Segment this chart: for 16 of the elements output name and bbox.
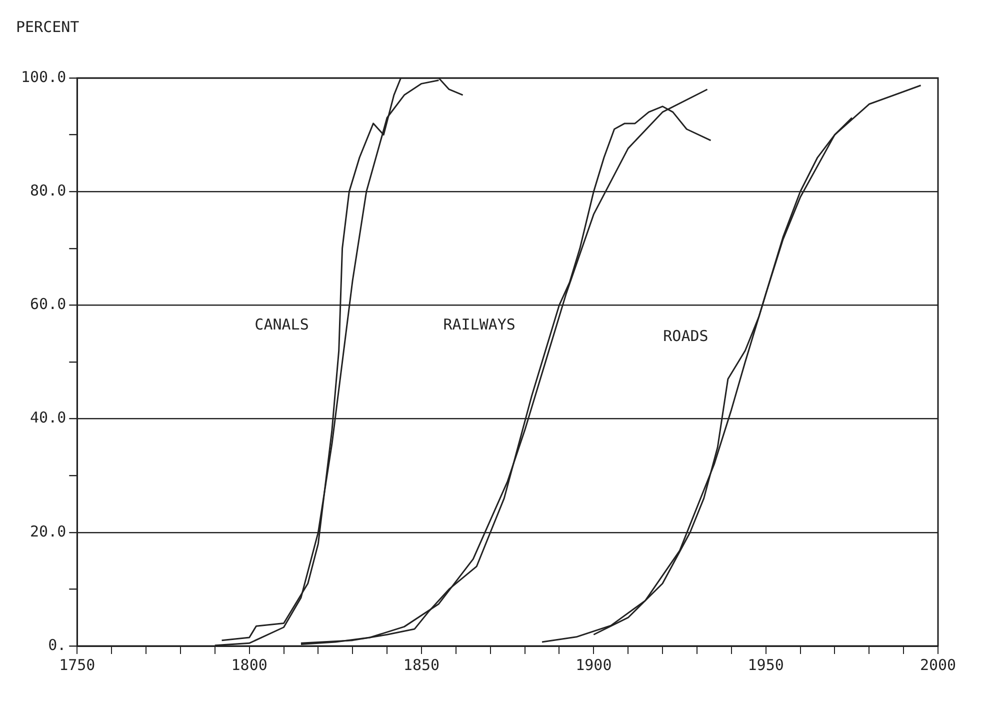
text: CANALS xyxy=(254,316,309,334)
x-tick-label: 1950 xyxy=(748,656,784,674)
y-tick-label: 40.0 xyxy=(30,408,66,427)
y-tick-label: 60.0 xyxy=(30,295,66,314)
y-tick-label: 0. xyxy=(48,636,66,654)
x-tick-label: 1900 xyxy=(576,656,612,674)
text: RAILWAYS xyxy=(443,316,516,334)
y-axis-title: PERCENT xyxy=(16,18,80,36)
x-tick-label: 1850 xyxy=(403,656,440,674)
y-tick-label: 100.0 xyxy=(21,68,66,86)
text: ROADS xyxy=(663,326,708,345)
x-tick-label: 1800 xyxy=(231,656,268,674)
x-tick-label: 2000 xyxy=(920,656,956,674)
y-tick-label: 20.0 xyxy=(30,522,66,540)
y-tick-label: 80.0 xyxy=(30,181,66,200)
x-tick-label: 1750 xyxy=(59,656,96,674)
